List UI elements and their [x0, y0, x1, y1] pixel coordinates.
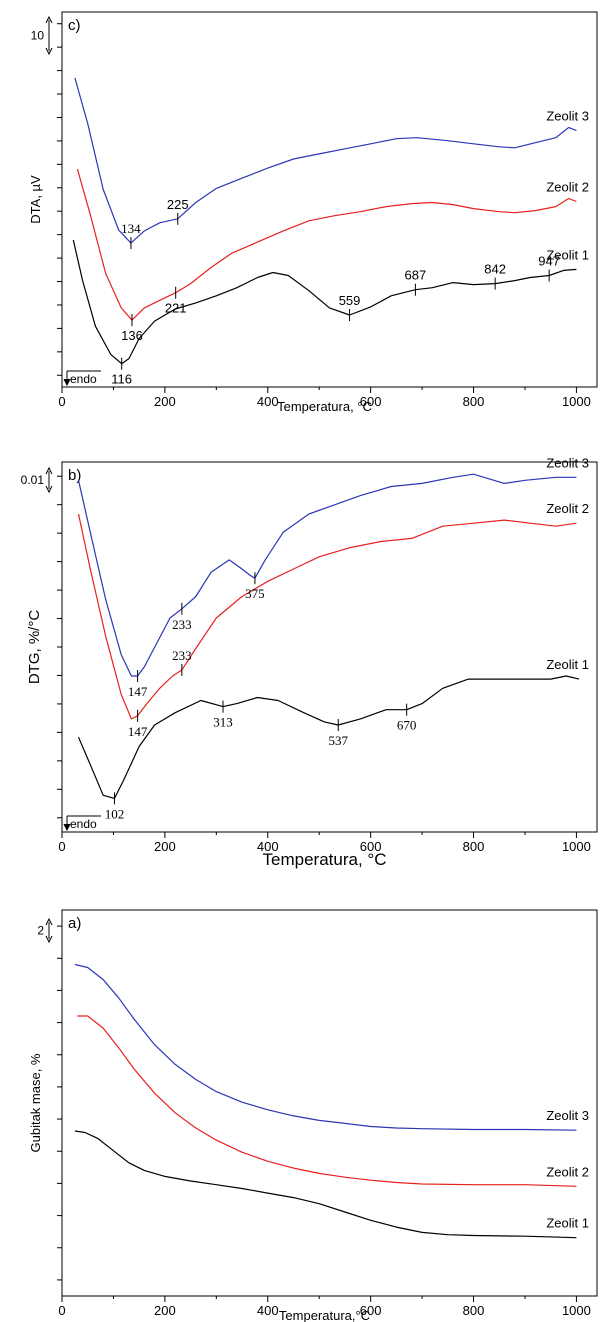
chart-panel-a: 0 200 400 600 800 1000 Temperatura,°C Gubitak m…	[28, 909, 598, 1322]
series-label-zeolit-2: Zeolit 2	[546, 180, 589, 195]
x-tick-label: 600	[360, 1303, 382, 1318]
x-tick-label: 0	[58, 1303, 65, 1318]
x-axis-title: Temperatura, °C	[277, 399, 372, 414]
peak-label: 375	[245, 586, 265, 601]
panel-letter: b)	[68, 467, 81, 484]
peak-label: 134	[121, 221, 141, 236]
plot-frame	[61, 461, 598, 833]
x-axis-title: Temperatura,°C	[279, 1308, 370, 1322]
chart-panel-c: 0 200 400 600 800 1000 Temperatura, °C DTA, µV c…	[28, 11, 598, 414]
scale-arrow-up	[45, 917, 53, 926]
peak-label: 116	[111, 372, 132, 387]
scale-arrow-down	[45, 935, 53, 944]
chart-panel-b: 0 200 400 600 800 1000 Temperatura, °C DTG, %/°…	[21, 455, 598, 869]
peak-label: 537	[328, 733, 348, 748]
y-axis-title: DTG, %/°C	[26, 610, 43, 685]
peak-label: 559	[339, 293, 361, 308]
peak-label: 313	[213, 715, 233, 730]
series-label-zeolit-1: Zeolit 1	[546, 1216, 589, 1231]
x-tick-label: 400	[257, 839, 279, 854]
series-line-zeolit-2	[77, 513, 577, 720]
peak-label: 233	[172, 617, 192, 632]
endo-arrow-head	[63, 378, 71, 387]
endo-label: endo	[70, 372, 97, 386]
peak-label: 221	[165, 301, 187, 316]
peak-label: 147	[128, 724, 148, 739]
scale-bar-label: 2	[37, 924, 44, 938]
peak-label: 136	[121, 328, 143, 343]
peak-label: 842	[484, 262, 506, 277]
peak-label: 102	[105, 806, 125, 821]
plot-frame	[61, 909, 598, 1297]
series-line-zeolit-2	[76, 168, 577, 321]
x-tick-label: 1000	[562, 839, 591, 854]
endo-label: endo	[70, 817, 97, 831]
x-tick-label: 1000	[562, 1303, 591, 1318]
x-tick-label: 800	[463, 1303, 485, 1318]
x-tick-label: 600	[360, 394, 382, 409]
y-axis-title: Gubitak mase, %	[28, 1053, 43, 1152]
scale-bar-label: 10	[31, 29, 45, 43]
x-tick-label: 200	[154, 1303, 176, 1318]
endo-arrow-head	[63, 823, 71, 832]
series-line-zeolit-3	[74, 77, 577, 244]
series-line-zeolit-3	[77, 473, 577, 677]
panel-letter: c)	[68, 17, 81, 34]
series-line-zeolit-1	[77, 675, 580, 799]
x-axis-title: Temperatura, °C	[263, 850, 387, 869]
x-tick-label: 800	[463, 394, 485, 409]
peak-label: 147	[128, 684, 148, 699]
series-label-zeolit-2: Zeolit 2	[546, 501, 589, 516]
panel-letter: a)	[68, 915, 81, 932]
series-label-zeolit-3: Zeolit 3	[546, 109, 589, 124]
series-line-zeolit-2	[77, 1015, 577, 1187]
peak-label: 687	[405, 268, 427, 283]
x-tick-label: 200	[154, 839, 176, 854]
series-label-zeolit-3: Zeolit 3	[546, 455, 589, 470]
series-line-zeolit-1	[74, 1130, 577, 1239]
scale-arrow-down	[45, 485, 53, 494]
peak-label: 233	[172, 648, 192, 663]
scale-arrow-up	[45, 466, 53, 475]
x-tick-label: 600	[360, 839, 382, 854]
x-tick-label: 0	[58, 394, 65, 409]
y-axis-title: DTA, µV	[28, 175, 43, 224]
series-label-zeolit-1: Zeolit 1	[546, 247, 589, 262]
series-label-zeolit-2: Zeolit 2	[546, 1164, 589, 1179]
peak-label: 670	[397, 718, 417, 733]
x-tick-label: 0	[58, 839, 65, 854]
series-label-zeolit-3: Zeolit 3	[546, 1108, 589, 1123]
series-line-zeolit-3	[74, 963, 577, 1131]
plot-frame	[61, 11, 598, 388]
scale-bar-label: 0.01	[21, 473, 45, 487]
x-tick-label: 400	[257, 394, 279, 409]
scale-arrow-down	[45, 47, 53, 56]
x-tick-label: 400	[257, 1303, 279, 1318]
series-label-zeolit-1: Zeolit 1	[546, 657, 589, 672]
x-tick-label: 1000	[562, 394, 591, 409]
x-tick-label: 800	[463, 839, 485, 854]
scale-arrow-up	[45, 15, 53, 24]
series-line-zeolit-1	[72, 239, 577, 365]
x-tick-label: 200	[154, 394, 176, 409]
peak-label: 225	[167, 197, 189, 212]
peak-label: 947	[538, 254, 560, 269]
